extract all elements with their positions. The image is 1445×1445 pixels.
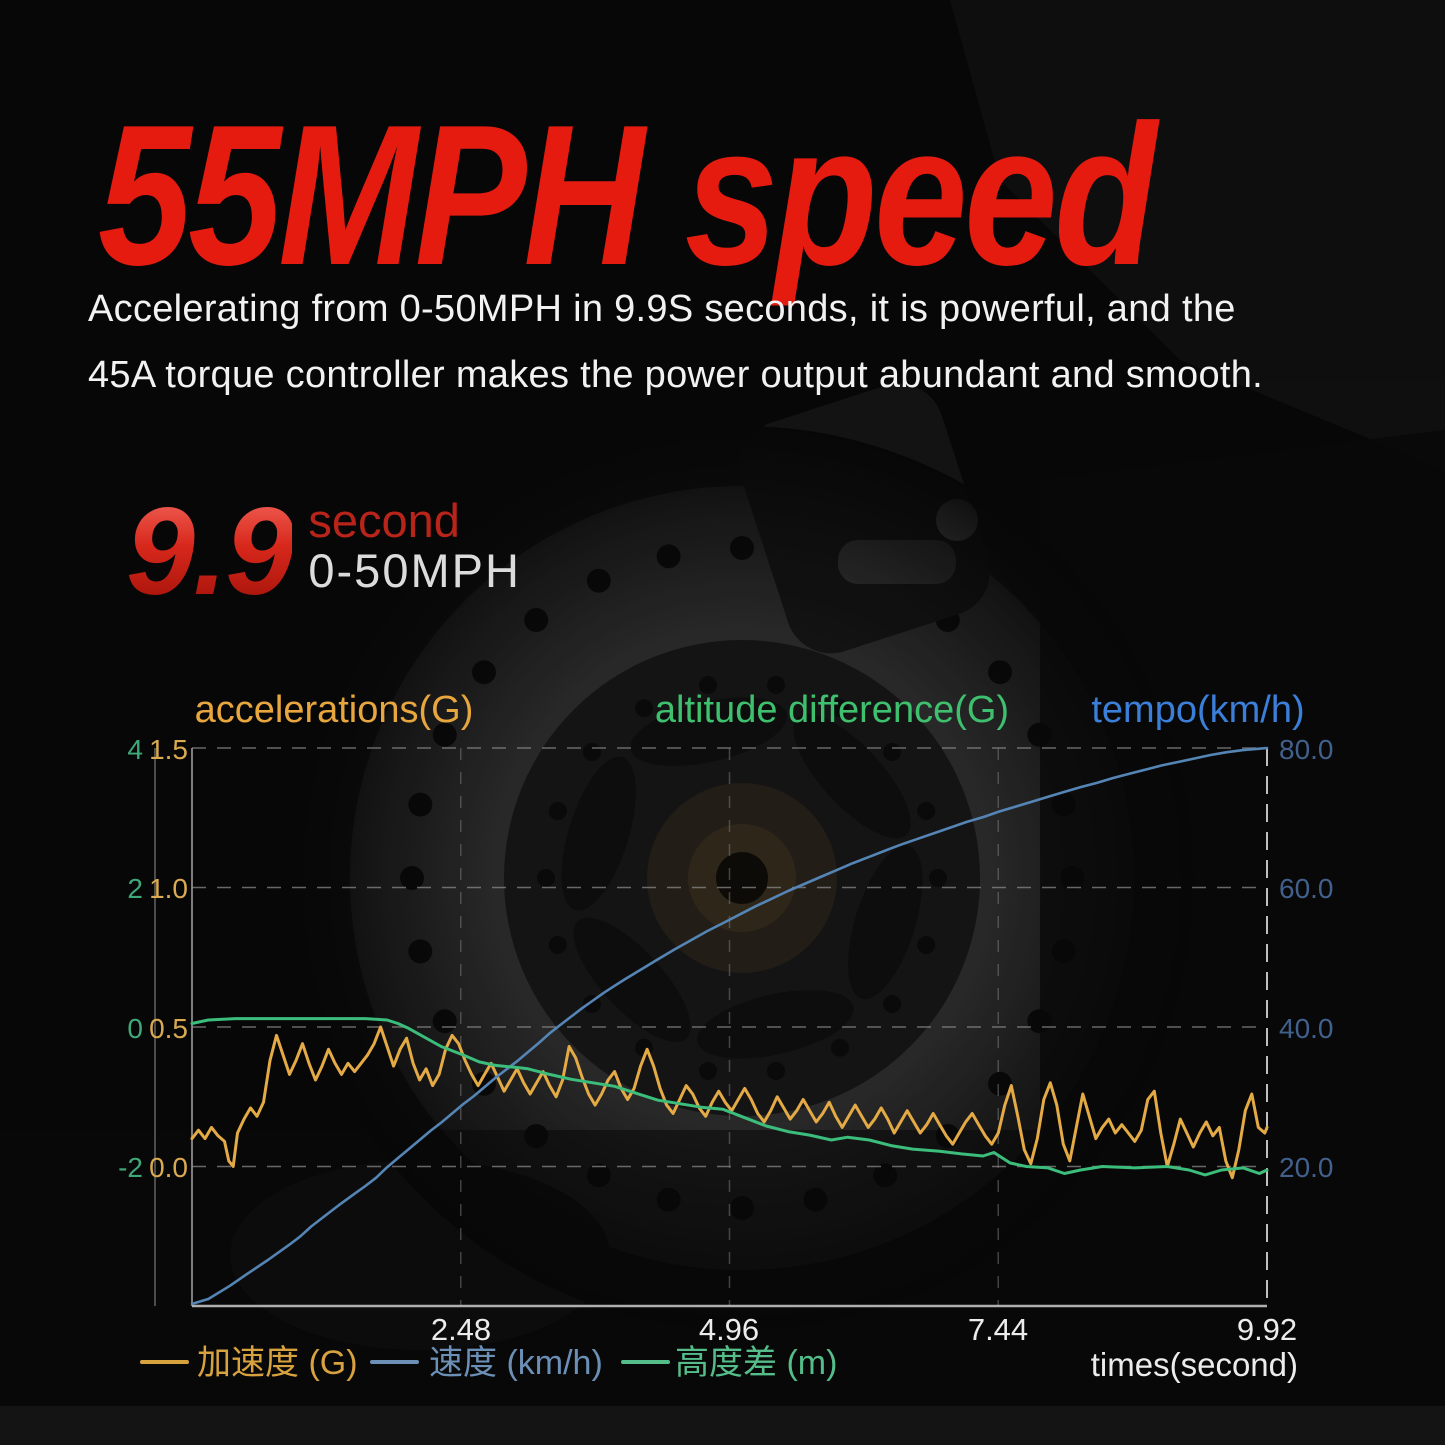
bike-frame-shadow <box>950 0 1445 470</box>
series-title-altitude: altitude difference(G) <box>655 689 1009 731</box>
acceleration-stat: 9.9 second 0-50MPH <box>126 490 521 614</box>
series-line <box>190 1017 1269 1177</box>
y-axis-tick-altitude: 4 <box>127 734 143 765</box>
legend-label-speed: 速度 (km/h) <box>429 1344 603 1382</box>
x-axis-tick: 7.44 <box>968 1312 1028 1347</box>
y-axis-tick-acceleration: 0.0 <box>149 1152 188 1183</box>
y-axis-tick-altitude: 2 <box>127 873 143 904</box>
page-description: Accelerating from 0-50MPH in 9.9S second… <box>88 288 1264 396</box>
y-axis-tick-acceleration: 1.0 <box>149 873 188 904</box>
legend: 加速度 (G) 速度 (km/h) 高度差 (m) <box>140 1344 837 1382</box>
x-axis-tick: 2.48 <box>431 1312 491 1347</box>
vignette <box>290 426 1194 1330</box>
stat-value: 9.9 <box>126 483 294 621</box>
legend-label-acceleration: 加速度 (G) <box>197 1344 358 1382</box>
series-title-tempo: tempo(km/h) <box>1091 689 1304 731</box>
x-axis-label: times(second) <box>1091 1346 1298 1383</box>
page-title: 55MPH speed <box>98 84 1157 307</box>
series-line <box>190 746 1269 1306</box>
y-axis-tick-speed: 20.0 <box>1279 1152 1334 1183</box>
bottom-dark-overlay <box>0 1130 1445 1445</box>
x-axis-tick: 9.92 <box>1237 1312 1297 1347</box>
series-title-accelerations: accelerations(G) <box>195 689 474 731</box>
right-dark-overlay <box>1040 430 1445 1445</box>
y-axis-tick-speed: 40.0 <box>1279 1013 1334 1044</box>
legend-label-altitude: 高度差 (m) <box>675 1344 837 1382</box>
y-axis-tick-altitude: -2 <box>118 1152 143 1183</box>
y-axis-tick-speed: 80.0 <box>1279 734 1334 765</box>
y-axis-tick-acceleration: 1.5 <box>149 734 188 765</box>
series-line <box>190 1025 1269 1180</box>
y-axis-tick-altitude: 0 <box>127 1013 143 1044</box>
x-axis-tick: 4.96 <box>699 1312 759 1347</box>
stat-range: 0-50MPH <box>308 544 521 598</box>
y-axis-tick-speed: 60.0 <box>1279 873 1334 904</box>
y-axis-tick-acceleration: 0.5 <box>149 1013 188 1044</box>
stat-side: second 0-50MPH <box>308 496 521 598</box>
stat-unit: second <box>308 494 460 547</box>
plot-area <box>154 746 1269 1308</box>
bottom-strip <box>0 1406 1445 1445</box>
